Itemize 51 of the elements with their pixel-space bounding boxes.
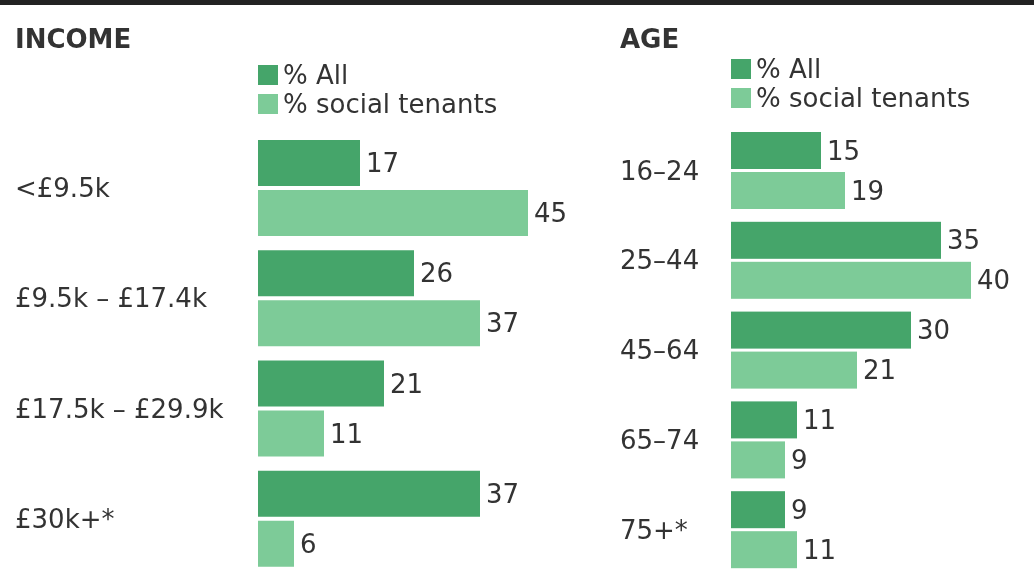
legend-label: % All <box>756 54 822 85</box>
bar <box>258 520 294 567</box>
y-tick-label: 16–24 <box>620 155 700 186</box>
data-label: 9 <box>791 445 808 475</box>
legend-label: % All <box>283 60 349 91</box>
data-label: 40 <box>977 265 1011 296</box>
data-label: 17 <box>366 148 400 179</box>
data-label: 11 <box>803 534 837 565</box>
bar <box>731 351 857 389</box>
data-label: 26 <box>420 258 454 289</box>
legend-label: % social tenants <box>756 83 971 114</box>
chart-title: AGE <box>620 24 680 54</box>
y-tick-label: £9.5k – £17.4k <box>15 283 207 314</box>
legend-label: % social tenants <box>283 89 498 120</box>
bar <box>258 410 324 457</box>
y-tick-label: £17.5k – £29.9k <box>15 393 224 424</box>
bar <box>258 190 528 236</box>
data-label: 21 <box>390 368 424 399</box>
data-label: 21 <box>863 355 897 386</box>
chart-title: INCOME <box>15 24 132 54</box>
bar <box>731 401 797 439</box>
data-label: 15 <box>827 135 861 166</box>
bar <box>258 470 480 517</box>
data-label: 11 <box>330 418 364 449</box>
bar <box>731 221 941 259</box>
data-label: 45 <box>534 198 568 229</box>
bar <box>731 172 845 209</box>
data-label: 9 <box>791 494 808 525</box>
bar <box>731 261 971 299</box>
y-tick-label: 65–74 <box>620 425 700 455</box>
y-tick-label: <£9.5k <box>15 173 110 204</box>
data-label: 19 <box>851 175 885 206</box>
bar <box>258 360 384 407</box>
y-tick-label: 45–64 <box>620 335 700 366</box>
data-label: 37 <box>486 308 520 339</box>
data-label: 35 <box>947 225 981 256</box>
y-tick-label: 75+* <box>620 514 688 545</box>
bar <box>731 491 785 529</box>
bar <box>731 441 785 479</box>
data-label: 30 <box>917 315 951 346</box>
bar <box>258 250 414 297</box>
y-tick-label: £30k+* <box>15 503 115 534</box>
bar <box>731 531 797 569</box>
bar <box>731 311 911 349</box>
data-label: 11 <box>803 405 837 435</box>
bar <box>258 140 360 186</box>
data-label: 37 <box>486 478 520 509</box>
bar <box>731 132 821 169</box>
data-label: 6 <box>300 528 317 559</box>
y-tick-label: 25–44 <box>620 245 700 276</box>
bar <box>258 300 480 347</box>
